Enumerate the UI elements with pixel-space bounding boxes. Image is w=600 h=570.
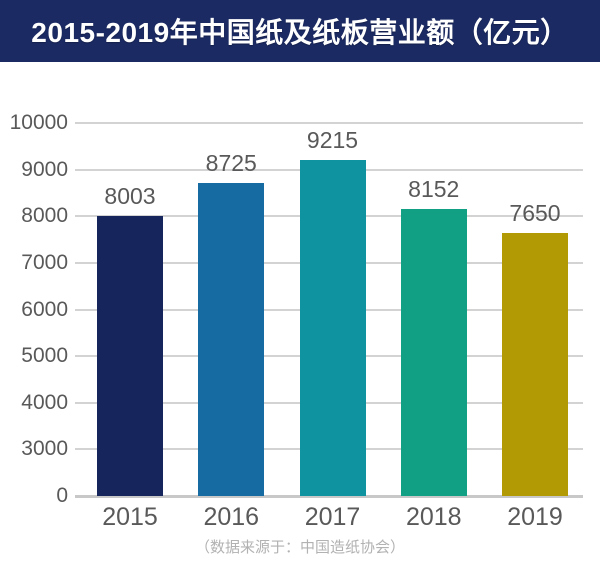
y-tick-label: 7000 — [21, 251, 68, 274]
x-tick-label: 2016 — [203, 503, 260, 531]
x-axis-line — [75, 495, 583, 498]
bar-value-label: 8725 — [205, 149, 257, 176]
x-tick-label: 2017 — [304, 503, 361, 531]
bar-2016 — [198, 182, 265, 496]
title-bar: 2015-2019年中国纸及纸板营业额（亿元） — [0, 0, 600, 62]
bar-2018 — [400, 209, 467, 496]
bar-value-label: 8152 — [408, 176, 460, 203]
y-tick-label: 0 — [56, 484, 68, 507]
y-tick-label: 10000 — [9, 111, 68, 135]
y-tick-label: 3000 — [21, 437, 68, 461]
bar-value-label: 9215 — [306, 126, 359, 153]
bar-2019 — [502, 232, 568, 496]
data-source-note: （数据来源于：中国造纸协会） — [194, 539, 405, 556]
y-tick-label: 8000 — [21, 204, 68, 228]
gridline — [75, 122, 583, 125]
y-tick-label: 4000 — [21, 390, 68, 414]
x-tick-label: 2018 — [405, 503, 462, 531]
bar-value-label: 8003 — [104, 183, 156, 210]
chart-title: 2015-2019年中国纸及纸板营业额（亿元） — [31, 17, 569, 48]
bar-value-label: 7650 — [509, 199, 561, 226]
x-tick-label: 2015 — [102, 503, 158, 531]
bar-2015 — [97, 216, 163, 496]
bar-2017 — [299, 159, 366, 496]
y-tick-label: 6000 — [21, 297, 68, 321]
x-tick-label: 2019 — [507, 503, 563, 531]
y-tick-label: 5000 — [21, 344, 68, 368]
y-tick-label: 9000 — [21, 157, 68, 181]
